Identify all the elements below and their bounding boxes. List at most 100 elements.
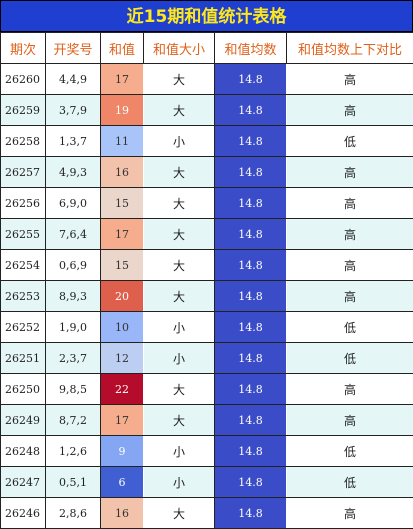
numbers-cell: 1,2,6 [45,435,101,467]
sum-cell: 16 [100,497,144,529]
table-row: 26249 8,7,2 17 大 14.8 高 [0,404,413,436]
compare-cell: 低 [286,435,413,467]
size-cell: 大 [143,249,215,281]
numbers-cell: 9,8,5 [45,373,101,405]
size-cell: 大 [143,187,215,219]
avg-cell: 14.8 [214,435,287,467]
issue-cell: 26253 [0,280,46,312]
numbers-cell: 3,7,9 [45,94,101,126]
stats-table: 期次 开奖号 和值 和值大小 和值均数 和值均数上下对比 26260 4,4,9 17 大 14.… [0,32,413,529]
compare-cell: 低 [286,342,413,374]
table-row: 26260 4,4,9 17 大 14.8 高 [0,63,413,95]
numbers-cell: 8,7,2 [45,404,101,436]
sum-cell: 6 [100,466,144,498]
issue-cell: 26249 [0,404,46,436]
compare-cell: 低 [286,466,413,498]
column-header: 期次 [0,32,46,64]
avg-cell: 14.8 [214,373,287,405]
issue-cell: 26251 [0,342,46,374]
sum-cell: 22 [100,373,144,405]
avg-cell: 14.8 [214,466,287,498]
avg-cell: 14.8 [214,156,287,188]
issue-cell: 26257 [0,156,46,188]
sum-cell: 20 [100,280,144,312]
avg-cell: 14.8 [214,249,287,281]
table-title: 近15期和值统计表格 [0,0,413,32]
size-cell: 大 [143,218,215,250]
compare-cell: 高 [286,497,413,529]
column-header: 和值 [100,32,144,64]
issue-cell: 26247 [0,466,46,498]
avg-cell: 14.8 [214,497,287,529]
compare-cell: 低 [286,125,413,157]
size-cell: 小 [143,342,215,374]
sum-cell: 15 [100,187,144,219]
avg-cell: 14.8 [214,125,287,157]
compare-cell: 高 [286,187,413,219]
table-row: 26254 0,6,9 15 大 14.8 高 [0,249,413,281]
avg-cell: 14.8 [214,63,287,95]
numbers-cell: 4,9,3 [45,156,101,188]
issue-cell: 26252 [0,311,46,343]
size-cell: 小 [143,125,215,157]
issue-cell: 26254 [0,249,46,281]
compare-cell: 高 [286,94,413,126]
numbers-cell: 7,6,4 [45,218,101,250]
issue-cell: 26260 [0,63,46,95]
numbers-cell: 6,9,0 [45,187,101,219]
table-row: 26247 0,5,1 6 小 14.8 低 [0,466,413,498]
sum-cell: 11 [100,125,144,157]
numbers-cell: 0,6,9 [45,249,101,281]
column-header: 开奖号 [45,32,101,64]
table-row: 26246 2,8,6 16 大 14.8 高 [0,497,413,529]
avg-cell: 14.8 [214,311,287,343]
compare-cell: 高 [286,280,413,312]
table-row: 26256 6,9,0 15 大 14.8 高 [0,187,413,219]
table-row: 26248 1,2,6 9 小 14.8 低 [0,435,413,467]
size-cell: 大 [143,94,215,126]
table-row: 26251 2,3,7 12 小 14.8 低 [0,342,413,374]
avg-cell: 14.8 [214,187,287,219]
sum-cell: 12 [100,342,144,374]
avg-cell: 14.8 [214,280,287,312]
column-header: 和值均数上下对比 [286,32,413,64]
table-row: 26250 9,8,5 22 大 14.8 高 [0,373,413,405]
compare-cell: 高 [286,63,413,95]
sum-cell: 10 [100,311,144,343]
avg-cell: 14.8 [214,342,287,374]
column-header: 和值大小 [143,32,215,64]
issue-cell: 26248 [0,435,46,467]
size-cell: 大 [143,404,215,436]
sum-cell: 17 [100,404,144,436]
avg-cell: 14.8 [214,94,287,126]
size-cell: 大 [143,63,215,95]
column-header: 和值均数 [214,32,287,64]
sum-cell: 9 [100,435,144,467]
compare-cell: 高 [286,218,413,250]
issue-cell: 26259 [0,94,46,126]
numbers-cell: 4,4,9 [45,63,101,95]
issue-cell: 26256 [0,187,46,219]
table-body: 26260 4,4,9 17 大 14.8 高 26259 3,7,9 19 大 14.8 高 2625… [0,63,413,529]
avg-cell: 14.8 [214,404,287,436]
size-cell: 小 [143,466,215,498]
table-row: 26253 8,9,3 20 大 14.8 高 [0,280,413,312]
size-cell: 大 [143,497,215,529]
numbers-cell: 2,8,6 [45,497,101,529]
sum-cell: 17 [100,63,144,95]
table-row: 26258 1,3,7 11 小 14.8 低 [0,125,413,157]
issue-cell: 26258 [0,125,46,157]
size-cell: 大 [143,156,215,188]
avg-cell: 14.8 [214,218,287,250]
table-row: 26255 7,6,4 17 大 14.8 高 [0,218,413,250]
compare-cell: 高 [286,156,413,188]
compare-cell: 高 [286,404,413,436]
table-row: 26252 1,9,0 10 小 14.8 低 [0,311,413,343]
compare-cell: 高 [286,249,413,281]
sum-cell: 17 [100,218,144,250]
header-row: 期次 开奖号 和值 和值大小 和值均数 和值均数上下对比 [0,32,413,64]
numbers-cell: 2,3,7 [45,342,101,374]
numbers-cell: 1,9,0 [45,311,101,343]
compare-cell: 低 [286,311,413,343]
